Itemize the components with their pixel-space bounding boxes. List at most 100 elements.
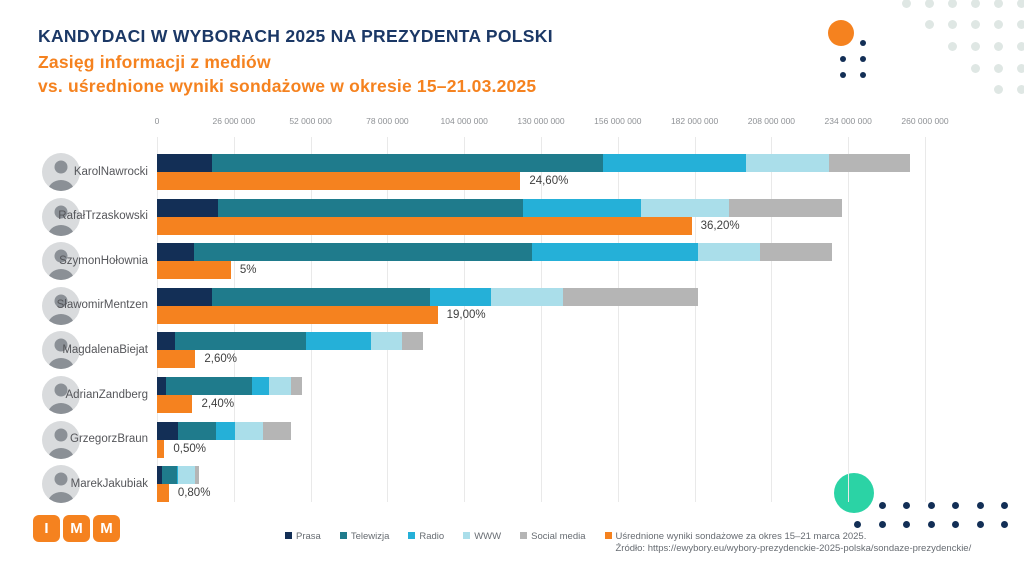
candidate-name-line: Grzegorz [70, 433, 118, 446]
candidate-name-line: Rafał [58, 210, 86, 223]
deco-dot [901, 0, 911, 8]
candidate-name-line: Biejat [119, 343, 148, 356]
source-text: Źródło: https://ewybory.eu/wybory-prezyd… [615, 542, 972, 554]
bar-segment-social-media [195, 466, 199, 485]
axis-tick-label: 260 000 000 [901, 116, 949, 126]
bar-segment-radio [306, 332, 372, 351]
bar-segment-www [746, 154, 829, 172]
person-icon [48, 160, 74, 191]
deco-dot [970, 20, 980, 30]
legend-label: WWW [474, 531, 502, 542]
legend-swatch [520, 532, 528, 539]
deco-dot [860, 56, 866, 62]
candidate-name-line: Nawrocki [100, 165, 148, 178]
deco-dot [970, 0, 980, 8]
legend-poll-label: Uśrednione wyniki sondażowe za okres 15–… [615, 531, 867, 542]
legend-item-telewizja: Telewizja [339, 531, 389, 542]
deco-dot [924, 0, 934, 8]
candidate-avatar [42, 331, 80, 370]
media-reach-bar [157, 154, 911, 172]
poll-result-label: 0,50% [173, 442, 206, 455]
deco-dot [840, 72, 846, 78]
poll-result-bar [157, 395, 193, 413]
bar-segment-radio [216, 421, 236, 440]
candidate-name: Magdalena Biejat [0, 332, 148, 368]
page-title: KANDYDACI W WYBORACH 2025 NA PREZYDENTA … [38, 26, 553, 46]
candidate-row-6: Adrian Zandberg 2,40% [0, 376, 1024, 414]
deco-dot [903, 520, 910, 528]
candidate-avatar [42, 420, 80, 459]
legend-item-radio: Radio [408, 531, 444, 542]
candidate-avatar [42, 465, 80, 504]
candidate-name: Szymon Hołownia [0, 243, 148, 279]
candidate-name-line: Braun [117, 433, 148, 446]
media-reach-bar [157, 287, 698, 306]
bar-segment-telewizja [217, 198, 524, 217]
deco-dot [903, 501, 910, 509]
bar-segment-telewizja [177, 421, 217, 440]
gridline [925, 137, 926, 502]
deco-dot [947, 20, 957, 30]
deco-dot [970, 41, 980, 51]
bar-segment-prasa [157, 154, 212, 172]
bar-segment-telewizja [193, 243, 533, 262]
media-reach-bar [157, 243, 832, 262]
subtitle-line-1: Zasięg informacji z mediów [38, 52, 271, 72]
bar-segment-social-media [291, 377, 302, 395]
legend-swatch [408, 532, 416, 539]
poll-result-label: 24,60% [529, 175, 569, 187]
legend-poll-text: Uśrednione wyniki sondażowe za okres 15–… [616, 531, 972, 554]
gridline [541, 137, 542, 502]
deco-dot [860, 72, 866, 78]
deco-dot [976, 501, 984, 509]
poll-result-label: 5% [239, 264, 257, 277]
bar-segment-prasa [157, 377, 166, 395]
deco-dot [993, 0, 1003, 8]
bar-segment-social-media [563, 287, 698, 306]
axis-tick-label: 104 000 000 [440, 116, 488, 126]
value-axis: 0 26 000 000 52 000 000 78 000 000 104 000 0… [0, 116, 1024, 128]
media-reach-bar [157, 466, 199, 485]
candidate-avatar [42, 153, 80, 191]
chart-legend: Prasa Telewizja Radio WWW Social media Uśredn… [285, 531, 971, 554]
candidate-row-2: Rafał Trzaskowski 36,20% [0, 197, 1024, 236]
deco-dot [947, 0, 957, 8]
bar-segment-www [269, 377, 292, 395]
deco-dot [1001, 520, 1008, 528]
deco-dot [878, 520, 886, 528]
poll-result-label: 0,80% [177, 487, 211, 500]
imm-logo-box: M [63, 515, 90, 542]
candidate-name-line: Jakubiak [102, 477, 148, 490]
axis-tick-label: 208 000 000 [747, 116, 796, 126]
deco-dot [1016, 0, 1024, 8]
poll-result-bar [157, 216, 692, 235]
poll-result-bar [157, 350, 196, 369]
deco-dot [1016, 85, 1024, 95]
legend-item-poll-results: Uśrednione wyniki sondażowe za okres 15–… [604, 531, 972, 554]
person-icon [48, 338, 74, 370]
candidate-row-1: Karol Nawrocki 24,60% [0, 153, 1024, 191]
media-reach-bar [157, 332, 423, 351]
media-reach-bar [157, 421, 292, 440]
person-icon [48, 249, 74, 281]
candidate-avatar [42, 197, 80, 236]
deco-dot [993, 20, 1003, 30]
person-icon [48, 428, 74, 459]
candidate-avatar [42, 376, 80, 414]
candidate-name-line: Magdalena [62, 343, 120, 356]
bar-segment-radio [532, 243, 698, 262]
bar-segment-telewizja [162, 466, 177, 485]
bar-segment-www [641, 198, 729, 217]
deco-dot [1016, 41, 1024, 51]
candidate-name-line: Trzaskowski [85, 210, 148, 223]
bar-segment-prasa [157, 332, 175, 351]
deco-dot [927, 520, 935, 528]
candidate-row-3: Szymon Hołownia 5% [0, 242, 1024, 281]
candidate-name-line: Mentzen [103, 299, 148, 312]
person-icon [48, 205, 74, 236]
deco-dot [993, 85, 1003, 95]
gridline [771, 137, 773, 502]
poll-result-label: 2,60% [204, 353, 237, 366]
gridline [848, 137, 850, 502]
bar-segment-prasa [157, 421, 178, 440]
